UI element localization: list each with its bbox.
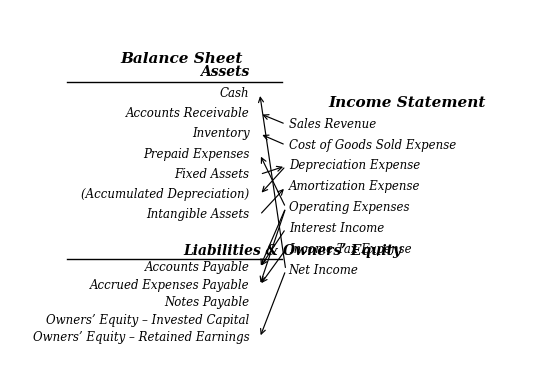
Text: Net Income: Net Income bbox=[289, 264, 358, 277]
Text: Fixed Assets: Fixed Assets bbox=[174, 168, 249, 181]
Text: Interest Income: Interest Income bbox=[289, 222, 384, 235]
Text: Balance Sheet: Balance Sheet bbox=[121, 52, 243, 66]
Text: Accounts Receivable: Accounts Receivable bbox=[126, 107, 249, 120]
Text: Income Tax Expense: Income Tax Expense bbox=[289, 243, 411, 256]
Text: Accrued Expenses Payable: Accrued Expenses Payable bbox=[90, 279, 249, 292]
Text: Owners’ Equity – Retained Earnings: Owners’ Equity – Retained Earnings bbox=[33, 331, 249, 344]
Text: Assets: Assets bbox=[200, 65, 249, 79]
Text: Prepaid Expenses: Prepaid Expenses bbox=[143, 147, 249, 161]
Text: Intangible Assets: Intangible Assets bbox=[146, 209, 249, 221]
Text: Owners’ Equity – Invested Capital: Owners’ Equity – Invested Capital bbox=[46, 314, 249, 327]
Text: Cash: Cash bbox=[220, 87, 249, 100]
Text: Depreciation Expense: Depreciation Expense bbox=[289, 160, 420, 172]
Text: Notes Payable: Notes Payable bbox=[164, 296, 249, 309]
Text: Income Statement: Income Statement bbox=[328, 96, 486, 110]
Text: (Accumulated Depreciation): (Accumulated Depreciation) bbox=[81, 188, 249, 201]
Text: Cost of Goods Sold Expense: Cost of Goods Sold Expense bbox=[289, 139, 456, 152]
Text: Inventory: Inventory bbox=[192, 127, 249, 140]
Text: Amortization Expense: Amortization Expense bbox=[289, 180, 420, 193]
Text: Operating Expenses: Operating Expenses bbox=[289, 201, 409, 214]
Text: Liabilities & Owners’ Equity: Liabilities & Owners’ Equity bbox=[183, 244, 401, 258]
Text: Accounts Payable: Accounts Payable bbox=[144, 261, 249, 274]
Text: Sales Revenue: Sales Revenue bbox=[289, 118, 376, 131]
